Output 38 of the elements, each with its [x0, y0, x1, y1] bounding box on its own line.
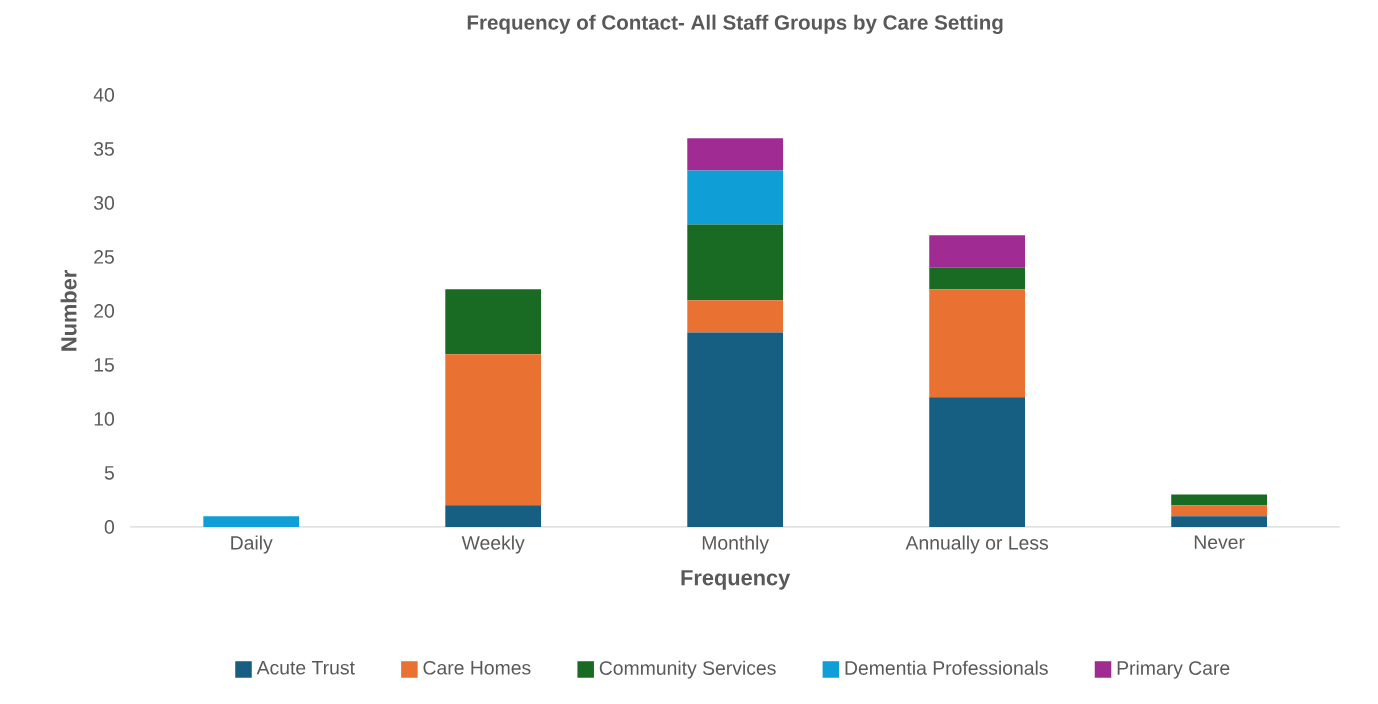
bar [687, 332, 784, 527]
x-tick-label: Monthly [702, 535, 770, 554]
bar [445, 354, 542, 506]
legend-label: Primary Care [1117, 660, 1230, 679]
bar [1171, 516, 1267, 527]
y-tick-label: 0 [104, 520, 115, 534]
x-tick-label: Weekly [461, 535, 525, 554]
legend-label: Dementia Professionals [845, 660, 1048, 675]
y-tick-label: 40 [93, 88, 115, 102]
y-tick-label: 10 [94, 412, 115, 426]
x-tick-label: Annually or Less [905, 535, 1049, 554]
chart-title: Frequency of Contact- All Staff Groups by Care Setting [467, 14, 1003, 34]
bar [929, 397, 1026, 527]
y-tick-label: 5 [104, 466, 114, 480]
bar [929, 289, 1026, 398]
bar [687, 138, 784, 171]
x-tick-label: Never [1194, 535, 1245, 549]
y-tick-label: 35 [93, 142, 114, 156]
bar [929, 235, 1026, 268]
y-tick-label: 30 [93, 196, 115, 210]
bar [929, 267, 1026, 290]
y-tick-label: 20 [94, 304, 115, 318]
bar [445, 289, 542, 355]
y-tick-label: 25 [94, 250, 114, 264]
bar [1171, 505, 1267, 517]
bar [687, 300, 784, 333]
y-tick-label: 15 [94, 358, 114, 372]
x-tick-label: Daily [231, 535, 273, 554]
bar [445, 505, 542, 527]
legend-label: Care Homes [423, 660, 531, 675]
bar [687, 224, 784, 301]
y-axis-title: Number [60, 270, 77, 351]
bar [203, 516, 300, 527]
bar [1171, 494, 1267, 506]
legend-label: Community Services [599, 660, 776, 679]
bar [687, 170, 784, 225]
x-axis-title: Frequency [681, 570, 791, 590]
legend-label: Acute Trust [256, 661, 355, 675]
